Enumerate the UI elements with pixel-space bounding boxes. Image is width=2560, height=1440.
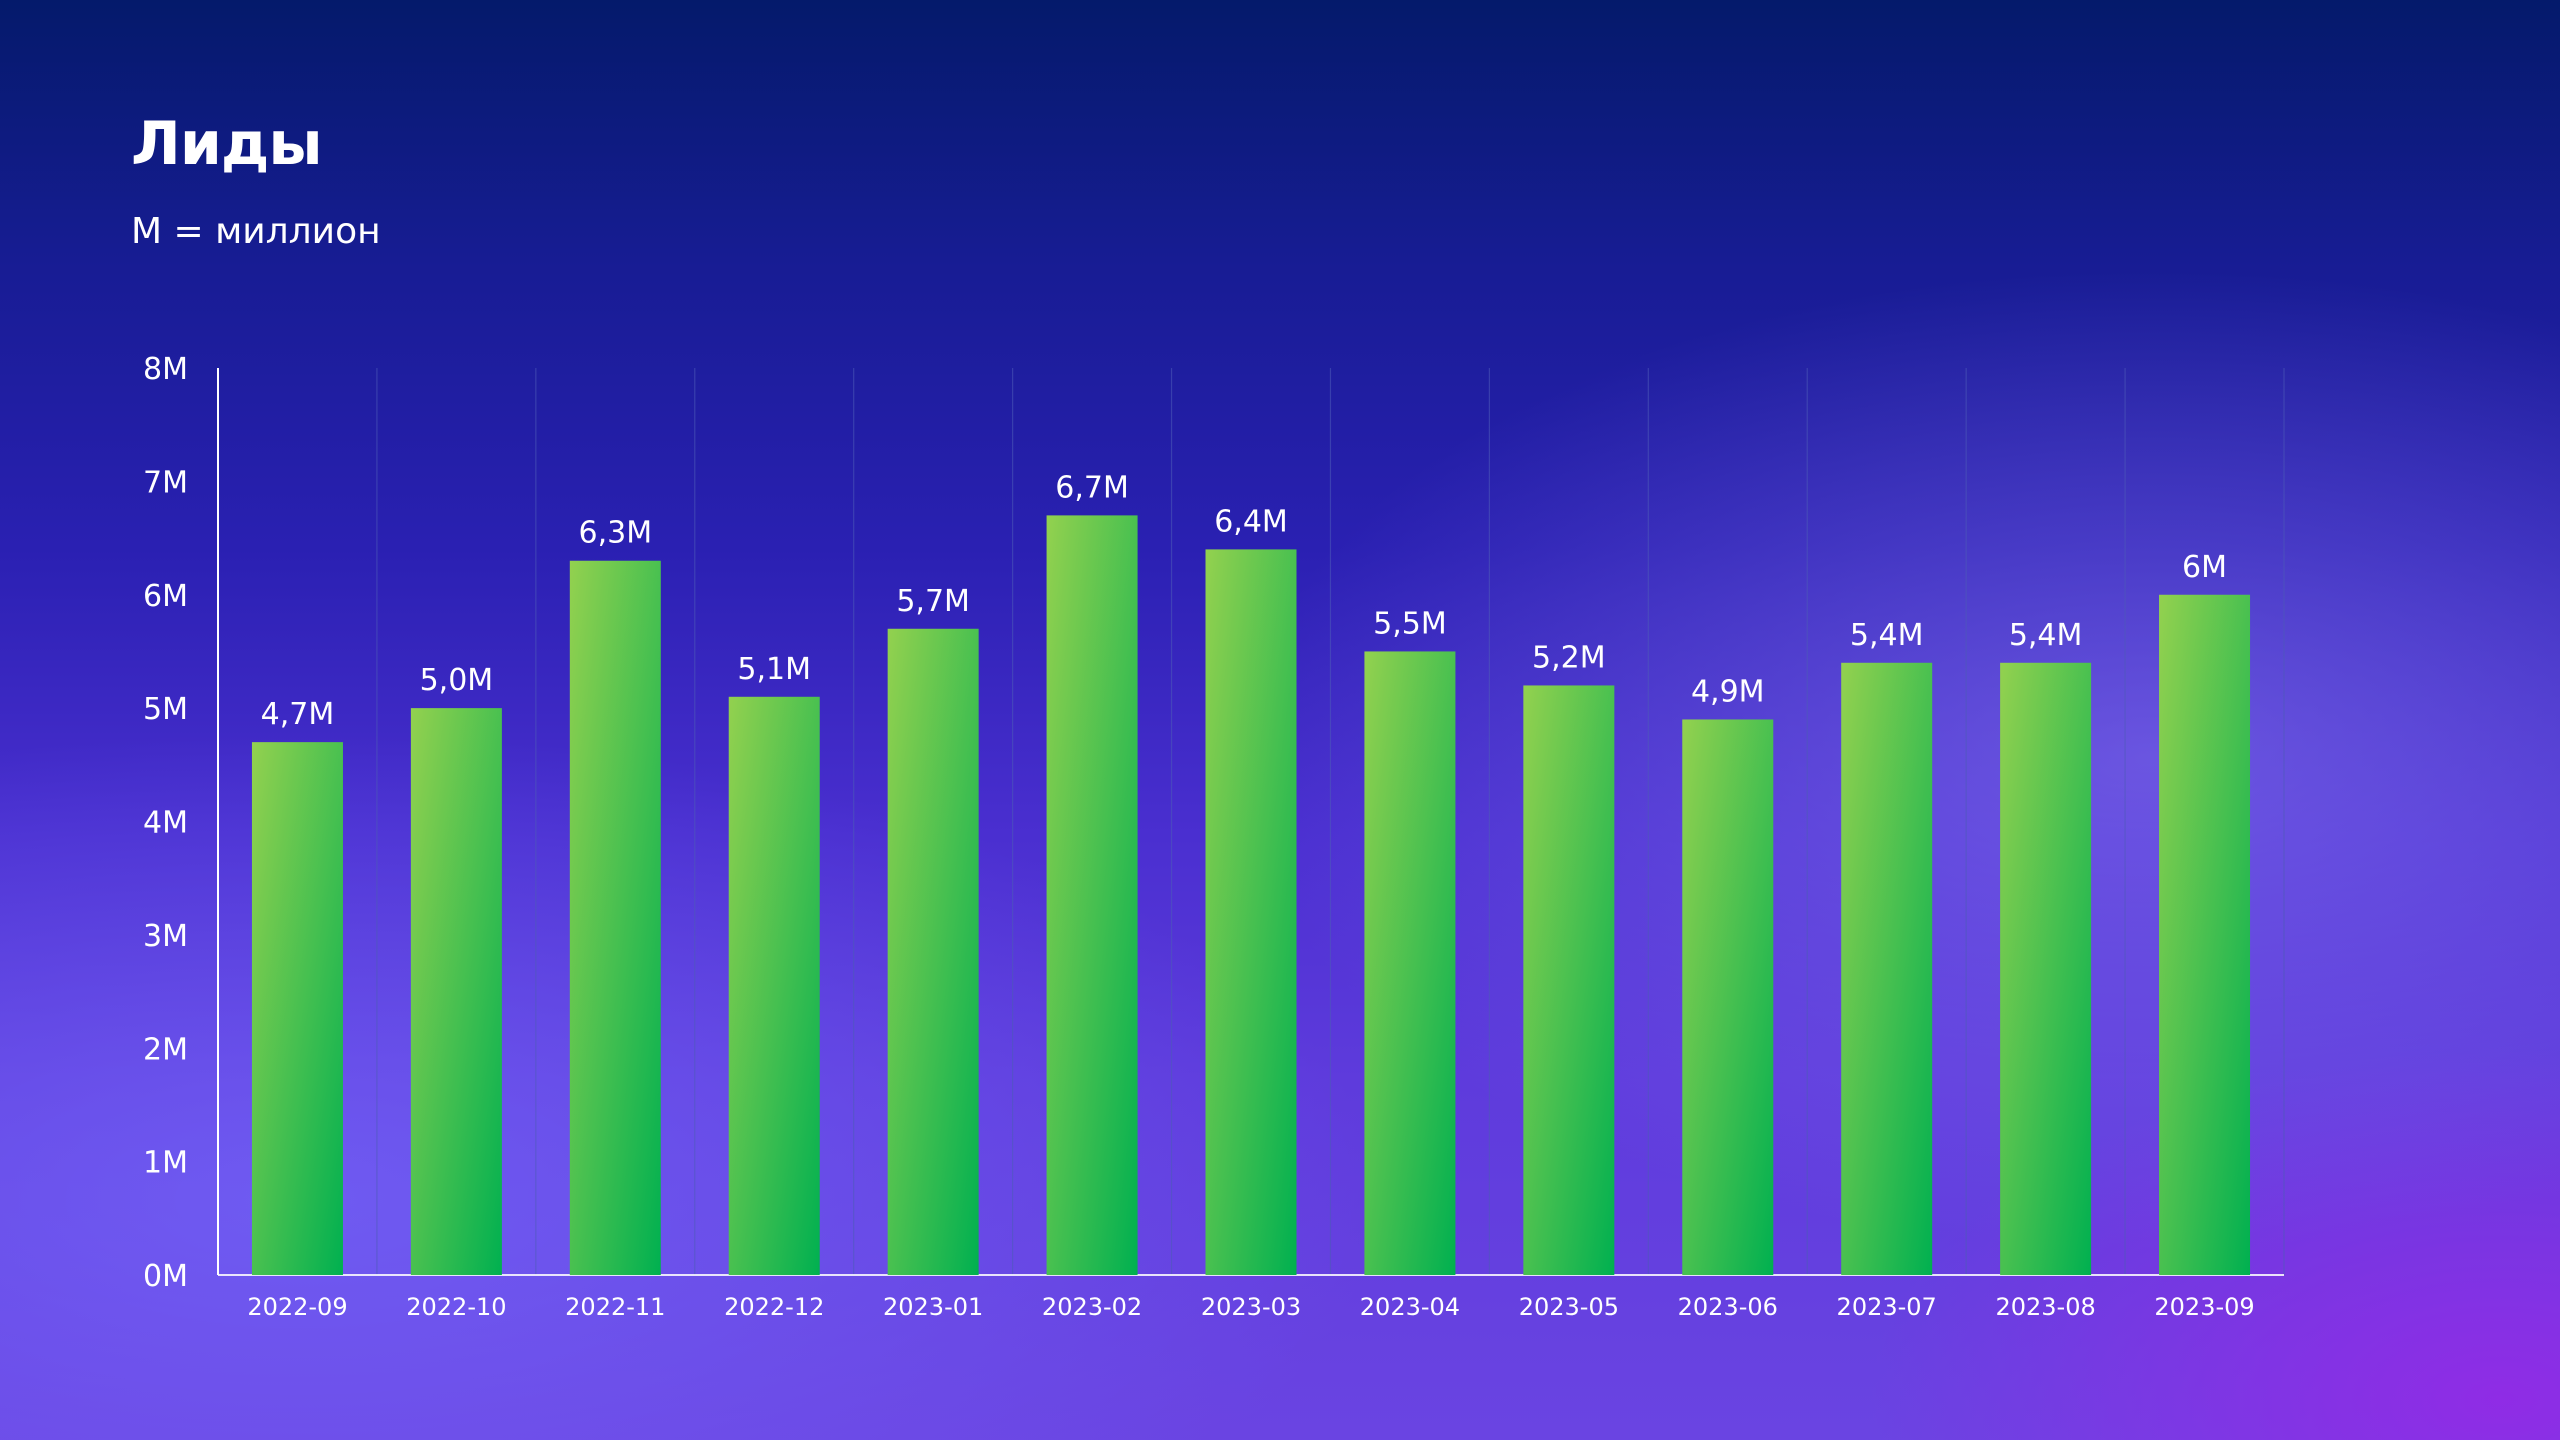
bar: [2159, 594, 2251, 1275]
chart-subtitle: M = миллион: [131, 211, 381, 252]
data-labels: 4,7M 5,0M 6,3M 5,1M 5,7M 6,7M 6,4M 5,5M 5,2M 4,9M…: [261, 470, 2227, 732]
x-tick-label: 2023-03: [1201, 1293, 1301, 1321]
data-label: 4,9M: [1691, 674, 1765, 709]
bar: [2000, 662, 2092, 1275]
data-label: 6,3M: [579, 516, 653, 551]
data-label: 6,7M: [1055, 470, 1129, 505]
data-label: 5,4M: [2009, 618, 2083, 653]
bars: [251, 515, 2251, 1275]
bar: [728, 696, 820, 1275]
x-tick-label: 2023-05: [1519, 1293, 1619, 1321]
y-axis-ticks: 0M 1M 2M 3M 4M 5M 6M 7M 8M: [143, 352, 188, 1294]
x-tick-label: 2023-09: [2154, 1293, 2254, 1321]
x-axis-ticks: 2022-09 2022-10 2022-11 2022-12 2023-01 2023-…: [247, 1293, 2254, 1321]
bar: [1682, 719, 1774, 1275]
x-tick-label: 2023-02: [1042, 1293, 1142, 1321]
data-label: 6,4M: [1214, 504, 1288, 539]
bar: [251, 742, 343, 1275]
bar: [1523, 685, 1615, 1275]
x-tick-label: 2022-09: [247, 1293, 347, 1321]
vertical-gridlines: [376, 368, 2285, 1275]
bar: [1205, 549, 1297, 1275]
y-tick-label: 2M: [143, 1032, 188, 1067]
y-tick-label: 4M: [143, 806, 188, 841]
bar: [1364, 651, 1456, 1275]
x-tick-label: 2023-04: [1360, 1293, 1460, 1321]
data-label: 5,0M: [420, 663, 494, 698]
data-label: 6M: [2182, 550, 2227, 585]
data-label: 5,4M: [1850, 618, 1924, 653]
bar: [1046, 515, 1138, 1275]
x-tick-label: 2023-06: [1678, 1293, 1778, 1321]
x-tick-label: 2022-11: [565, 1293, 665, 1321]
y-tick-label: 3M: [143, 919, 188, 954]
bar: [1841, 662, 1933, 1275]
y-tick-label: 5M: [143, 692, 188, 727]
data-label: 5,2M: [1532, 640, 1606, 675]
y-tick-label: 1M: [143, 1146, 188, 1181]
y-tick-label: 0M: [143, 1259, 188, 1294]
bar: [887, 628, 979, 1275]
data-label: 5,7M: [896, 584, 970, 619]
bar: [410, 708, 502, 1275]
data-label: 5,1M: [737, 652, 811, 687]
y-tick-label: 7M: [143, 465, 188, 500]
y-tick-label: 6M: [143, 579, 188, 614]
chart-title: Лиды: [131, 109, 323, 179]
y-tick-label: 8M: [143, 352, 188, 387]
x-tick-label: 2023-01: [883, 1293, 983, 1321]
x-tick-label: 2023-08: [1995, 1293, 2095, 1321]
x-tick-label: 2022-10: [406, 1293, 506, 1321]
bar: [569, 560, 661, 1275]
data-label: 5,5M: [1373, 606, 1447, 641]
x-tick-label: 2023-07: [1837, 1293, 1937, 1321]
data-label: 4,7M: [261, 697, 335, 732]
x-tick-label: 2022-12: [724, 1293, 824, 1321]
